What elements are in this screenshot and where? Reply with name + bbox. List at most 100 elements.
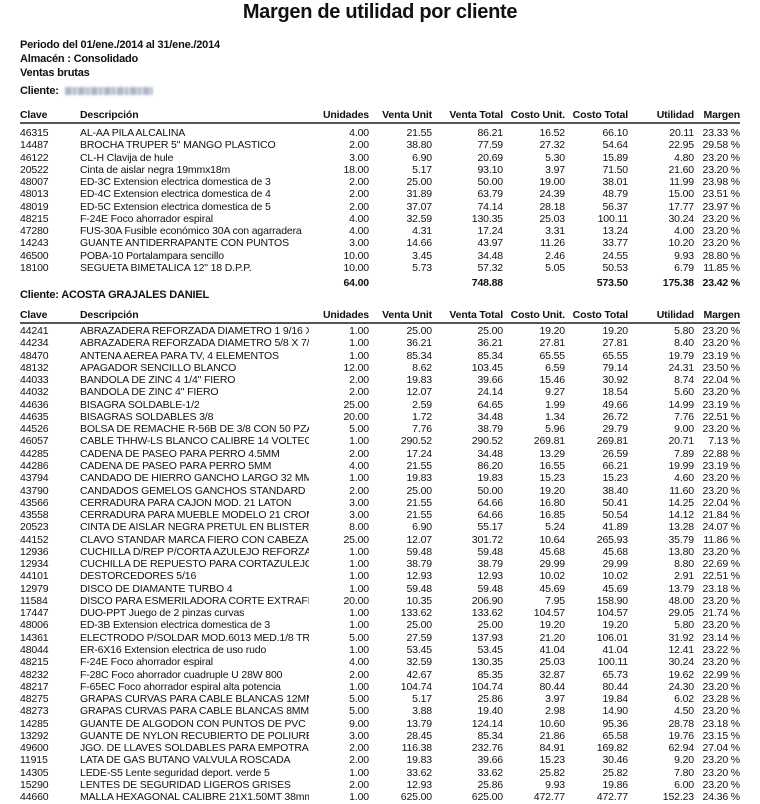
cell-costo-total: 30.46 xyxy=(602,754,628,767)
column-header-margen: Margen xyxy=(703,109,740,121)
cell-costo-unit: 6.59 xyxy=(545,361,565,374)
cell-costo-total: 41.04 xyxy=(602,644,628,657)
cell-venta-unit: 116.38 xyxy=(401,742,432,755)
cell-unidades: 3.00 xyxy=(349,509,369,522)
cell-venta-unit: 25.00 xyxy=(406,619,432,632)
cell-clave: 12936 xyxy=(20,545,49,558)
cell-margen: 23.20 % xyxy=(702,472,740,485)
cell-costo-total: 15.23 xyxy=(602,472,628,485)
cell-margen: 23.20 % xyxy=(702,225,740,238)
cell-clave: 48217 xyxy=(20,680,49,693)
cell-unidades: 10.00 xyxy=(343,249,369,262)
cell-costo-unit: 10.02 xyxy=(539,570,565,583)
cell-venta-unit: 31.89 xyxy=(406,188,432,201)
cell-margen: 23.33 % xyxy=(702,127,740,139)
cell-descripcion: CERRADURA PARA MUEBLE MODELO 21 CROMO xyxy=(80,509,309,522)
cell-costo-unit: 25.82 xyxy=(539,766,565,779)
cell-unidades: 25.00 xyxy=(343,533,369,546)
cell-unidades: 1.00 xyxy=(349,582,369,595)
cell-descripcion: POBA-10 Portalampara sencillo xyxy=(80,249,224,262)
cell-utilidad: 5.60 xyxy=(674,386,694,399)
cell-clave: 11915 xyxy=(20,754,48,767)
table-row: 44286 CADENA DE PASEO PARA PERRO 5MM 4.00 2… xyxy=(0,460,760,472)
cell-venta-unit: 59.48 xyxy=(406,545,432,558)
cell-costo-unit: 472.77 xyxy=(533,791,565,804)
cell-costo-total: 24.55 xyxy=(602,249,628,262)
cell-costo-unit: 15.23 xyxy=(539,472,565,485)
cell-costo-total: 19.20 xyxy=(602,619,628,632)
cell-utilidad: 9.00 xyxy=(674,423,694,436)
cell-utilidad: 6.02 xyxy=(674,693,694,706)
cell-clave: 46122 xyxy=(20,151,49,164)
cell-costo-total: 29.79 xyxy=(602,423,628,436)
cell-margen: 24.07 % xyxy=(702,521,740,534)
cell-venta-total: 301.72 xyxy=(471,533,503,546)
cell-utilidad: 14.25 xyxy=(668,496,694,509)
cell-utilidad: 28.78 xyxy=(668,717,694,730)
cell-costo-unit: 27.32 xyxy=(539,139,565,152)
cell-costo-unit: 2.98 xyxy=(545,705,565,718)
cell-margen: 23.15 % xyxy=(702,729,740,742)
cell-clave: 44286 xyxy=(20,459,49,472)
cell-margen: 23.20 % xyxy=(702,337,740,350)
cell-descripcion: CERRADURA PARA CAJON MOD. 21 LATON xyxy=(80,496,292,509)
cell-utilidad: 17.77 xyxy=(668,200,694,213)
cell-venta-total: 133.62 xyxy=(471,607,503,620)
cell-venta-unit: 12.07 xyxy=(406,533,432,546)
cell-unidades: 2.00 xyxy=(349,668,369,681)
cell-utilidad: 19.99 xyxy=(668,459,694,472)
cell-unidades: 2.00 xyxy=(349,447,369,460)
cell-margen: 23.19 % xyxy=(702,398,740,411)
cell-venta-total: 86.21 xyxy=(477,127,503,139)
cell-margen: 23.20 % xyxy=(702,754,740,767)
cell-venta-total: 124.14 xyxy=(471,717,503,730)
table-row: 14243 GUANTE ANTIDERRAPANTE CON PUNTOS 3.0… xyxy=(0,237,760,249)
table-row: 48232 F-28C Foco ahorrador cuadruple U 28… xyxy=(0,669,760,681)
cell-venta-total: 85.34 xyxy=(477,729,503,742)
client-name: ACOSTA GRAJALES DANIEL xyxy=(61,289,209,301)
cell-clave: 14243 xyxy=(20,237,49,250)
cell-descripcion: CLAVO STANDAR MARCA FIERO CON CABEZA DE xyxy=(80,533,309,546)
total-profit: 175.38 xyxy=(662,277,694,290)
cell-costo-total: 25.82 xyxy=(602,766,628,779)
cell-venta-unit: 6.90 xyxy=(412,521,432,534)
cell-costo-unit: 15.46 xyxy=(539,374,565,387)
table-row: 43790 CANDADOS GEMELOS GANCHOS STANDARD B… xyxy=(0,485,760,497)
cell-utilidad: 15.00 xyxy=(668,188,694,201)
cell-margen: 22.04 % xyxy=(702,496,740,509)
cell-costo-unit: 84.91 xyxy=(539,742,565,755)
cell-descripcion: CL-H Clavija de hule xyxy=(80,151,174,164)
cell-venta-total: 19.83 xyxy=(477,472,503,485)
column-header-clave: Clave xyxy=(20,309,48,321)
cell-margen: 23.18 % xyxy=(702,582,740,595)
cell-margen: 23.20 % xyxy=(702,163,740,176)
cell-venta-unit: 625.00 xyxy=(400,791,432,804)
cell-costo-unit: 10.60 xyxy=(539,717,565,730)
cell-descripcion: GUANTE ANTIDERRAPANTE CON PUNTOS xyxy=(80,237,289,250)
cell-margen: 23.20 % xyxy=(702,680,740,693)
cell-clave: 44101 xyxy=(20,570,49,583)
cell-venta-total: 93.10 xyxy=(477,163,503,176)
cell-margen: 23.20 % xyxy=(702,484,740,497)
cell-margen: 23.50 % xyxy=(702,361,740,374)
cell-venta-unit: 38.80 xyxy=(406,139,432,152)
cell-unidades: 4.00 xyxy=(349,225,369,238)
table-row: 47280 FUS-30A Fusible económico 30A con a… xyxy=(0,225,760,237)
column-header-descripcion: Descripción xyxy=(80,109,139,121)
cell-descripcion: BROCHA TRUPER 5" MANGO PLASTICO xyxy=(80,139,276,152)
table-row: 43794 CANDADO DE HIERRO GANCHO LARGO 32 M… xyxy=(0,472,760,484)
cell-margen: 23.20 % xyxy=(702,778,740,791)
cell-costo-total: 80.44 xyxy=(602,680,628,693)
cell-costo-unit: 3.31 xyxy=(545,225,565,238)
cell-venta-unit: 85.34 xyxy=(406,349,432,362)
cell-costo-unit: 10.64 xyxy=(539,533,565,546)
cell-costo-total: 71.50 xyxy=(602,163,628,176)
client-header-1: Cliente: xyxy=(20,85,153,98)
cell-costo-total: 56.37 xyxy=(602,200,628,213)
table-row: 20523 CINTA DE AISLAR NEGRA PRETUL EN BLI… xyxy=(0,521,760,533)
cell-utilidad: 5.80 xyxy=(674,325,694,337)
cell-margen: 23.20 % xyxy=(702,151,740,164)
cell-clave: 44660 xyxy=(20,791,49,804)
cell-unidades: 20.00 xyxy=(343,410,369,423)
cell-utilidad: 4.80 xyxy=(674,151,694,164)
